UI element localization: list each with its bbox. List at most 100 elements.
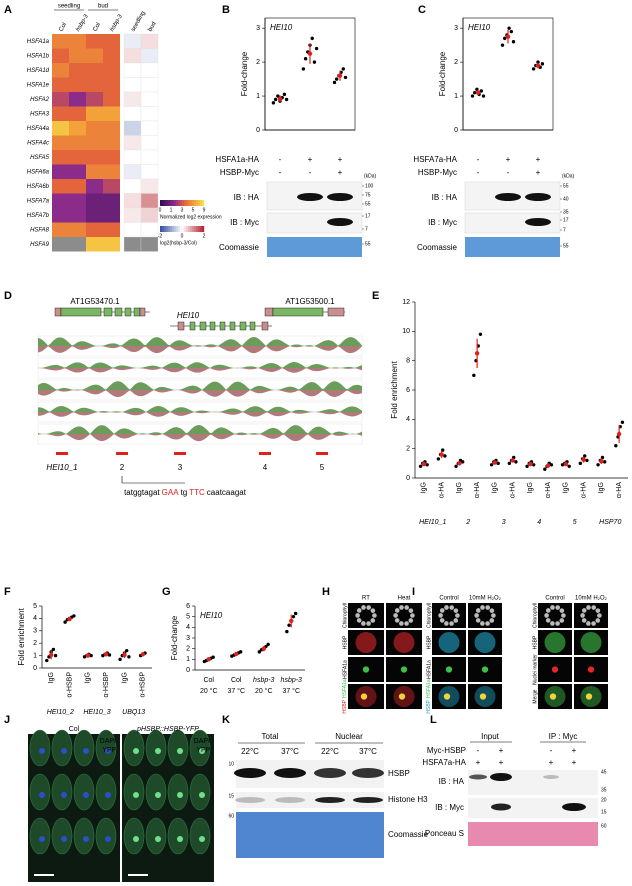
scale-bar: [34, 874, 54, 876]
data-point: [310, 36, 314, 41]
nucleus: [61, 792, 67, 798]
heatmap-cell: [103, 208, 120, 223]
data-point: [51, 647, 56, 652]
blot-band: [543, 775, 559, 779]
heatmap-cell: [69, 193, 86, 208]
condition-sign: +: [499, 746, 504, 755]
blot-row-label: Coomassie: [388, 830, 429, 839]
group-label: 3: [502, 519, 506, 526]
legend-swatch: [174, 200, 177, 206]
heatmap-cell: [103, 92, 120, 107]
panel-letter: L: [430, 714, 437, 726]
chloroplast: [399, 621, 404, 626]
micrograph: [468, 603, 502, 628]
blot-lane: [468, 798, 598, 818]
cell: [145, 817, 167, 855]
chloroplast: [439, 608, 445, 613]
y-tick-label: 1: [186, 656, 190, 663]
data-point: [596, 463, 600, 467]
data-point: [266, 642, 270, 647]
region-label: HEI10_1: [46, 463, 77, 472]
exon: [54, 307, 62, 317]
chloroplast: [561, 613, 566, 618]
channel-label: YFP: [196, 747, 210, 754]
nucleus: [177, 792, 183, 798]
condition-sign: -: [309, 168, 312, 177]
group-label: Input: [481, 732, 500, 741]
chloroplast: [591, 605, 597, 610]
exon: [124, 307, 132, 317]
heatmap-cell: [52, 48, 69, 63]
kda-value: 75: [365, 192, 371, 198]
legend-swatch: [182, 200, 185, 206]
data-point: [341, 67, 345, 71]
region-label: 5: [320, 463, 325, 472]
legend-title: Normalized log2 expression: [160, 214, 222, 220]
heatmap-cell: [123, 135, 142, 151]
nucleus: [39, 748, 45, 754]
data-point: [507, 26, 511, 30]
data-point: [285, 629, 289, 634]
chloroplast: [366, 605, 372, 610]
nucleus: [481, 666, 489, 673]
blot-band: [327, 193, 353, 201]
chloroplast: [404, 605, 410, 610]
data-point: [602, 460, 607, 464]
condition-label: HSFA1a-HA: [215, 155, 259, 164]
nucleus: [551, 666, 559, 673]
cell: [51, 817, 73, 855]
y-tick-label: 2: [186, 646, 190, 653]
heatmap-cell: [86, 193, 103, 208]
cell: [73, 773, 95, 811]
kda-value: 17: [563, 217, 569, 223]
sequence: tatggtagat GAA tg TTC caatcaagat: [124, 488, 247, 497]
cell: [29, 817, 51, 855]
data-point: [514, 460, 518, 464]
column-label: 10mM H₂O₂: [469, 596, 502, 602]
condition-sign: -: [279, 155, 282, 164]
nucleus: [133, 748, 139, 754]
cell: [95, 729, 117, 767]
blot-row-label: IB : HA: [432, 193, 458, 202]
mean-marker: [581, 457, 586, 462]
exon: [261, 321, 269, 331]
exon: [327, 307, 345, 317]
data-point: [620, 420, 625, 424]
heatmap-cell: [69, 164, 86, 179]
exon: [229, 321, 236, 331]
data-point: [489, 463, 494, 467]
y-tick-label: 3: [186, 635, 190, 642]
panel-letter: I: [412, 586, 415, 598]
condition-sign: -: [477, 746, 480, 755]
group-label: 5: [573, 519, 577, 526]
legend-swatch: [192, 200, 195, 206]
data-point: [211, 655, 215, 659]
heatmap-cell: [140, 77, 159, 93]
exon: [189, 321, 196, 331]
chloroplast: [489, 618, 495, 623]
legend-swatch: [180, 200, 183, 206]
data-point: [284, 97, 289, 102]
blot-lane: [266, 212, 363, 234]
cell: [474, 632, 496, 653]
kda-value: 17: [365, 213, 371, 219]
heatmap-cell: [86, 106, 103, 121]
coverage-track: [38, 346, 362, 354]
heatmap-cell: [123, 164, 142, 180]
column-label: bud: [147, 21, 157, 33]
chloroplast: [449, 621, 454, 626]
blot-row-label: Histone H3: [388, 795, 428, 804]
x-tick-label: 37 °C: [282, 687, 300, 695]
legend-tick: 3: [181, 207, 184, 213]
chloroplast: [550, 605, 555, 610]
blot-band: [275, 797, 305, 803]
chloroplast: [475, 618, 481, 623]
kda-value: 10: [228, 761, 234, 767]
heatmap-cell: [103, 63, 120, 78]
data-point: [53, 653, 58, 658]
legend-swatch: [168, 226, 171, 232]
data-point: [470, 94, 475, 98]
y-tick-label: 1: [454, 93, 458, 100]
chloroplast: [453, 618, 459, 623]
nucleus: [360, 693, 368, 700]
